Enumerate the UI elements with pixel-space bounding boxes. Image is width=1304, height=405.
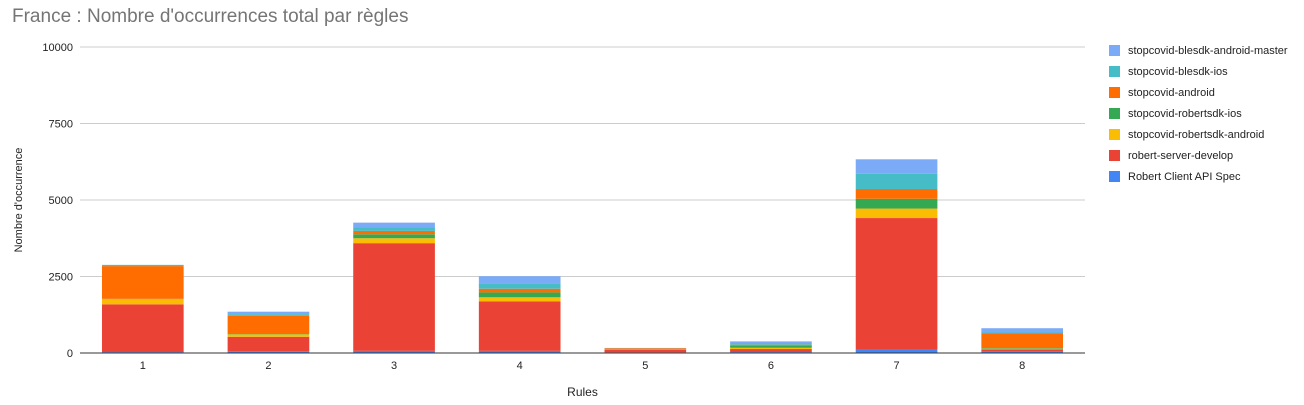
- bar-segment: [855, 208, 938, 219]
- bar-segment: [604, 348, 687, 350]
- bar-segment: [478, 350, 561, 353]
- bar-segment: [855, 188, 938, 199]
- y-axis-label: Nombre d'occurrence: [13, 148, 25, 253]
- legend-swatch: [1109, 108, 1120, 119]
- bar-segment: [981, 348, 1064, 350]
- bar-segment: [855, 349, 938, 353]
- bar-segment: [981, 349, 1064, 352]
- bar-segment: [353, 238, 435, 244]
- bar-segment: [478, 292, 561, 298]
- bar-segment: [478, 297, 561, 302]
- legend-label: stopcovid-robertsdk-ios: [1128, 107, 1242, 120]
- bar-segment: [478, 276, 561, 284]
- bar-segment: [353, 230, 435, 235]
- x-tick-label: 4: [517, 360, 523, 372]
- legend-item[interactable]: stopcovid-blesdk-android-master: [1109, 40, 1288, 61]
- y-tick-label: 0: [67, 348, 73, 360]
- legend-swatch: [1109, 66, 1120, 77]
- bar-segment: [353, 243, 435, 351]
- bar-segment: [604, 349, 687, 353]
- y-tick-label: 5000: [49, 195, 73, 207]
- legend-label: stopcovid-robertsdk-android: [1128, 128, 1265, 141]
- bar-segment: [478, 283, 561, 289]
- legend-item[interactable]: robert-server-develop: [1109, 145, 1288, 166]
- x-tick-label: 7: [894, 360, 900, 372]
- bar-segment: [730, 347, 812, 350]
- bar-segment: [981, 332, 1064, 334]
- x-tick-label: 8: [1019, 360, 1025, 372]
- bar-segment: [730, 343, 812, 345]
- bar-segment: [855, 218, 938, 350]
- bar-segment: [353, 350, 435, 353]
- bars: [101, 159, 1064, 353]
- bar-segment: [353, 227, 435, 231]
- x-tick-label: 1: [140, 360, 146, 372]
- y-tick-label: 2500: [49, 272, 73, 284]
- x-axis-label: Rules: [567, 385, 598, 399]
- bar-segment: [730, 341, 812, 344]
- chart-title: France : Nombre d'occurrences total par …: [12, 6, 409, 27]
- legend-swatch: [1109, 45, 1120, 56]
- bar-segment: [855, 173, 938, 189]
- legend-label: robert-server-develop: [1128, 149, 1234, 162]
- legend-item[interactable]: stopcovid-android: [1109, 82, 1288, 103]
- x-tick-label: 3: [391, 360, 397, 372]
- bar-segment: [101, 304, 184, 353]
- bar-segment: [981, 348, 1064, 349]
- y-axis-ticks: 0 2500 5000 7500 10000: [42, 42, 73, 360]
- bar-segment: [227, 334, 310, 337]
- legend-item[interactable]: stopcovid-robertsdk-android: [1109, 124, 1288, 145]
- legend: stopcovid-blesdk-android-master stopcovid…: [1109, 40, 1288, 187]
- x-axis-ticks: 1 2 3 4 5 6 7 8: [140, 360, 1026, 372]
- bar-segment: [353, 234, 435, 239]
- legend-label: stopcovid-android: [1128, 86, 1215, 99]
- legend-item[interactable]: stopcovid-blesdk-ios: [1109, 61, 1288, 82]
- bar-segment: [478, 288, 561, 293]
- x-tick-label: 2: [265, 360, 271, 372]
- bar-segment: [981, 351, 1064, 353]
- bar-segment: [101, 266, 184, 299]
- bar-segment: [981, 328, 1064, 333]
- legend-swatch: [1109, 150, 1120, 161]
- bar-segment: [101, 299, 184, 305]
- legend-swatch: [1109, 129, 1120, 140]
- bar-segment: [227, 351, 310, 353]
- y-tick-label: 7500: [49, 119, 73, 131]
- bar-segment: [353, 222, 435, 228]
- x-tick-label: 5: [642, 360, 648, 372]
- bar-segment: [730, 349, 812, 353]
- bar-segment: [855, 198, 938, 209]
- bar-segment: [227, 314, 310, 316]
- legend-label: stopcovid-blesdk-ios: [1128, 65, 1228, 78]
- legend-swatch: [1109, 87, 1120, 98]
- legend-label: stopcovid-blesdk-android-master: [1128, 44, 1288, 57]
- bar-segment: [478, 301, 561, 351]
- legend-swatch: [1109, 171, 1120, 182]
- bar-segment: [227, 315, 310, 335]
- bar-segment: [101, 264, 184, 267]
- bar-segment: [227, 336, 310, 352]
- bar-segment: [855, 159, 938, 174]
- legend-item[interactable]: stopcovid-robertsdk-ios: [1109, 103, 1288, 124]
- bar-segment: [730, 345, 812, 348]
- bar-segment: [227, 311, 310, 315]
- y-tick-label: 10000: [42, 42, 73, 54]
- x-tick-label: 6: [768, 360, 774, 372]
- bar-segment: [730, 344, 812, 346]
- bar-segment: [981, 333, 1064, 349]
- legend-label: Robert Client API Spec: [1128, 170, 1241, 183]
- legend-item[interactable]: Robert Client API Spec: [1109, 166, 1288, 187]
